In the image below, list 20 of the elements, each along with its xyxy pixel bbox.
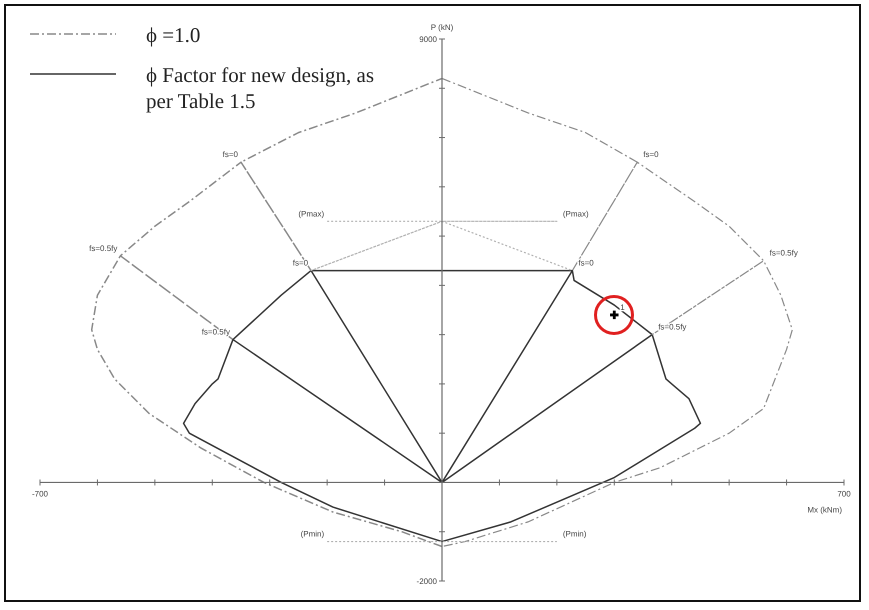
annotation: fs=0 — [643, 150, 660, 160]
annotation: fs=0.5fy — [770, 248, 798, 258]
y-axis-title: P (kN) — [430, 23, 454, 32]
legend-label: ϕ =1.0 — [146, 22, 202, 48]
annotation: fs=0.5fy — [202, 328, 230, 337]
annotation: 1 — [620, 302, 626, 312]
legend-label: ϕ Factor for new design, as per Table 1.5 — [146, 62, 375, 114]
annotation: fs=0 — [578, 258, 594, 268]
x-tick-label: 700 — [837, 489, 852, 498]
annotation: (Pmax) — [298, 209, 324, 218]
y-tick-label: 9000 — [419, 35, 438, 44]
y-tick-label: -2000 — [416, 577, 438, 586]
annotation: fs=0.5fy — [89, 244, 118, 253]
annotation: (Pmin) — [300, 530, 324, 539]
annotation: fs=0 — [222, 150, 239, 160]
annotation: (Pmin) — [562, 530, 587, 539]
annotation: (Pmax) — [562, 209, 589, 218]
x-tick-label: -700 — [32, 489, 49, 498]
x-axis-title: Mx (kNm) — [807, 505, 842, 514]
annotation: fs=0.5fy — [658, 322, 686, 332]
